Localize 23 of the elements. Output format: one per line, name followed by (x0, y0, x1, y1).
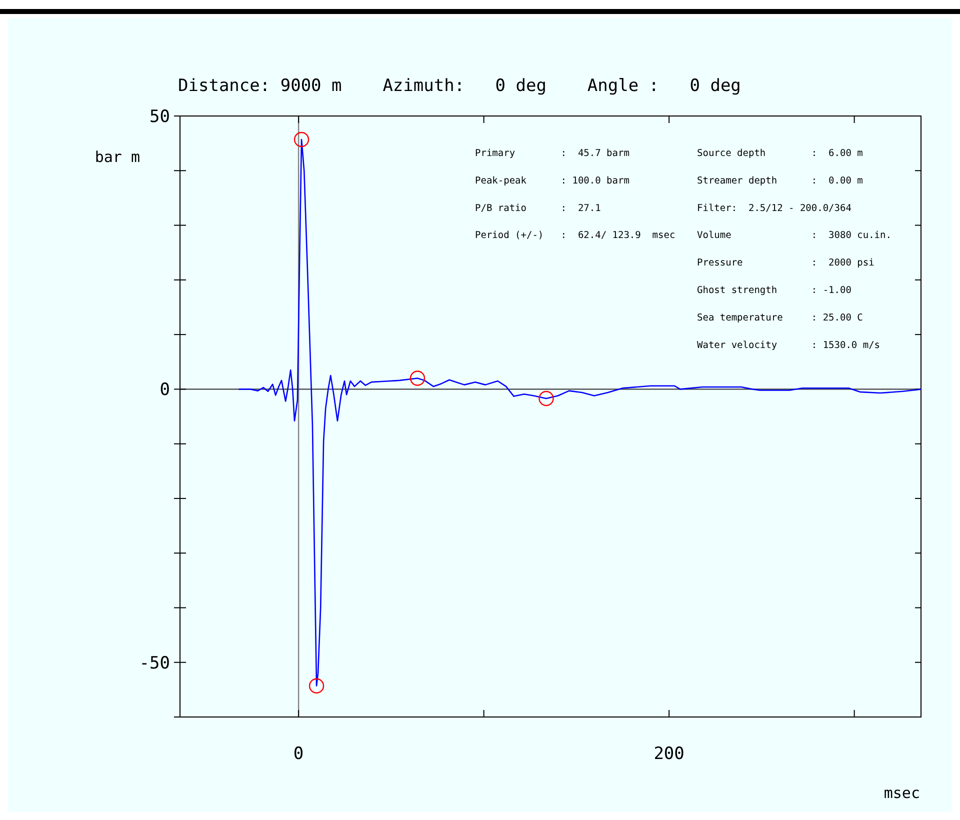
annotation: Pressure : 2000 psi (697, 258, 875, 269)
point (410, 370, 426, 386)
annotation: Streamer depth : 0.00 m (697, 175, 864, 186)
annotation: Period (+/-) : 62.4/ 123.9 msec (475, 230, 676, 242)
annotation: P/B ratio : 27.1 (475, 202, 602, 214)
annotation: Filter: 2.5/12 - 200.0/364 (697, 202, 852, 214)
annotation: Volume : 3080 cu.in. (697, 230, 892, 242)
annotation: Sea temperature : 25.00 C (697, 312, 863, 324)
point (308, 678, 324, 694)
point (294, 132, 310, 148)
annotation: Water velocity : 1530.0 m/s (697, 340, 880, 351)
x-tick-label: 200 (654, 744, 684, 764)
annotation: Ghost strength : -1.00 (697, 285, 852, 296)
annotation: Primary : 45.7 barm (475, 148, 630, 159)
point (538, 390, 554, 406)
y-tick-label: -50 (139, 653, 170, 674)
annotation: Peak-peak : 100.0 barm (475, 175, 630, 186)
annotation: Source depth : 6.00 m (697, 148, 864, 159)
chart-title: Distance: 9000 m Azimuth: 0 deg Angle : 0 deg (178, 76, 741, 96)
y-tick-label: 0 (160, 380, 170, 400)
y-axis-title: bar m (94, 148, 140, 166)
y-tick-label: 50 (150, 106, 170, 127)
x-axis-title: msec (884, 784, 920, 802)
